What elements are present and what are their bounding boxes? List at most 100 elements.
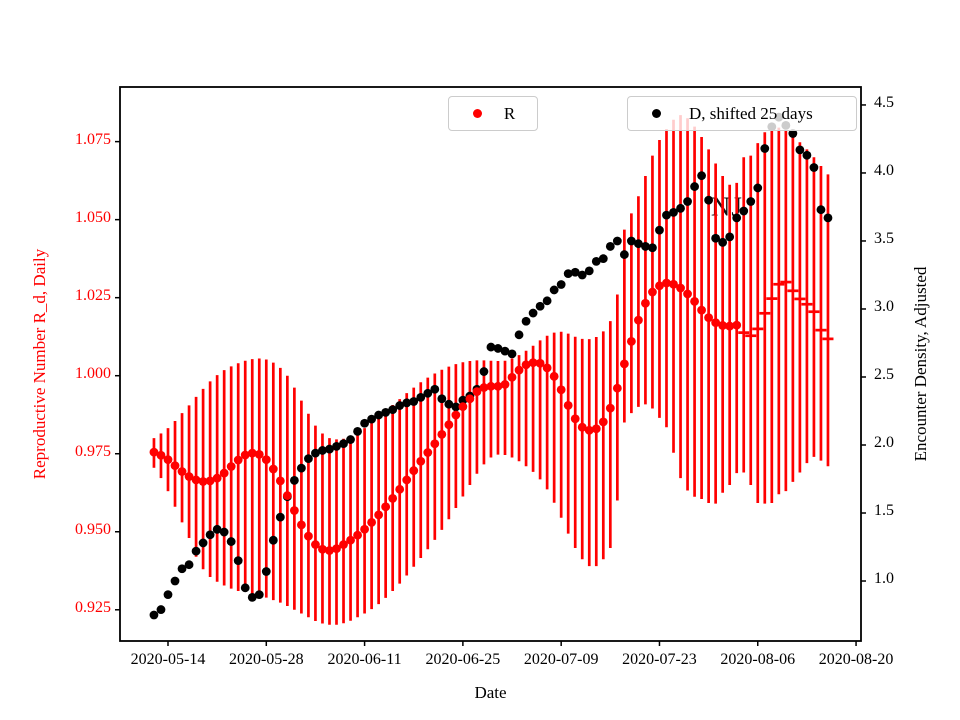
r-point	[254, 449, 264, 459]
d-point	[360, 418, 369, 428]
r-point	[641, 298, 650, 308]
d-point	[367, 414, 377, 424]
y-right-tick-label: 4.5	[874, 93, 894, 111]
d-point	[296, 463, 306, 473]
x-tick-label: 2020-06-11	[327, 651, 402, 668]
x-tick-label: 2020-08-06	[720, 651, 796, 668]
d-point	[402, 398, 412, 408]
r-point	[233, 455, 243, 465]
d-point	[325, 444, 334, 454]
r-point	[205, 476, 215, 486]
r-point	[163, 455, 173, 465]
r-point	[296, 520, 306, 530]
d-point	[332, 441, 341, 451]
y-left-tick-label: 1.075	[75, 130, 111, 148]
d-point	[556, 280, 566, 289]
d-point	[809, 163, 819, 172]
r-point	[289, 506, 299, 515]
y-right-tick-label: 1.0	[874, 570, 894, 588]
d-point	[591, 256, 601, 266]
legend-d-label: D, shifted 25 days	[689, 103, 813, 123]
r-point	[219, 468, 229, 478]
r-point	[465, 394, 475, 404]
d-point	[619, 250, 629, 259]
d-point	[149, 610, 159, 620]
r-point	[591, 424, 601, 434]
d-point	[226, 537, 236, 546]
d-point	[170, 576, 180, 586]
legend-r-marker-icon	[473, 109, 482, 118]
r-point	[528, 358, 538, 367]
r-point	[353, 530, 362, 540]
r-point	[332, 544, 341, 554]
d-point	[219, 527, 229, 537]
y-right-tick-label: 3.0	[874, 297, 894, 315]
d-point	[275, 512, 285, 522]
d-point	[346, 435, 355, 444]
d-point	[240, 583, 250, 593]
d-point	[268, 535, 278, 545]
r-point	[563, 400, 573, 410]
r-point	[500, 380, 510, 389]
r-point	[444, 420, 454, 430]
r-point	[690, 297, 699, 306]
y-right-tick-label: 3.5	[874, 229, 894, 247]
r-point	[626, 336, 636, 346]
r-point	[325, 546, 334, 555]
r-point	[388, 493, 398, 503]
d-point	[304, 454, 313, 464]
r-point	[535, 358, 545, 368]
d-point	[612, 236, 622, 246]
r-point	[683, 289, 692, 299]
d-point	[584, 266, 594, 276]
d-point	[676, 203, 685, 213]
d-point	[823, 213, 833, 223]
r-point	[212, 473, 222, 483]
x-tick-label: 2020-07-09	[523, 651, 599, 668]
d-point	[690, 182, 699, 191]
y-left-tick-label: 0.950	[75, 520, 111, 538]
r-point	[318, 544, 327, 554]
r-point	[612, 383, 622, 393]
d-point	[261, 567, 271, 576]
r-point	[191, 475, 201, 485]
d-point	[205, 530, 215, 540]
r-point	[634, 315, 643, 325]
r-point	[360, 524, 369, 534]
d-point	[493, 344, 503, 353]
r-point	[402, 475, 412, 485]
r-point	[416, 456, 426, 466]
legend-d: D, shifted 25 days	[627, 96, 857, 131]
d-point	[697, 171, 706, 181]
r-point	[472, 387, 482, 397]
d-point	[598, 254, 608, 264]
d-point	[641, 242, 650, 251]
d-point	[788, 129, 798, 138]
x-tick-label: 2020-05-28	[228, 651, 304, 668]
y-left-tick-label: 0.925	[75, 598, 111, 616]
r-point	[381, 502, 391, 512]
d-point	[704, 195, 714, 205]
r-point	[346, 535, 355, 545]
d-point	[760, 144, 770, 153]
d-point	[289, 475, 299, 485]
d-point	[163, 590, 173, 600]
d-point	[311, 448, 320, 458]
d-point	[416, 392, 426, 402]
d-point	[254, 590, 264, 600]
r-point	[409, 466, 419, 475]
d-point	[739, 206, 749, 216]
d-point	[753, 183, 763, 193]
r-point	[430, 439, 440, 449]
d-point	[605, 242, 615, 251]
r-point	[507, 372, 517, 382]
r-point	[282, 491, 292, 500]
d-point	[430, 384, 440, 394]
d-point	[795, 145, 805, 155]
y-right-tick-label: 2.5	[874, 365, 894, 383]
r-point	[486, 381, 496, 391]
d-point	[732, 213, 742, 223]
r-point	[170, 461, 180, 470]
d-point	[381, 407, 391, 417]
